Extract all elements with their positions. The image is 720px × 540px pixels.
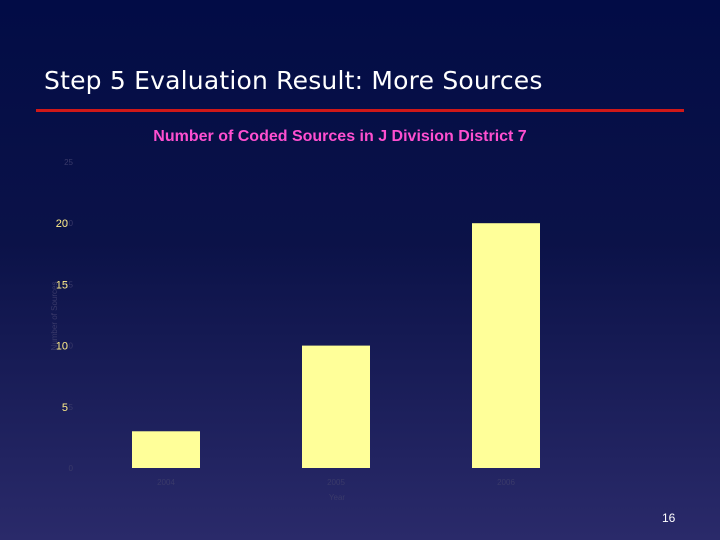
y-tick-label: 10 bbox=[64, 342, 73, 351]
y-tick-label: 20 bbox=[64, 219, 73, 228]
y-axis-ticks: 0 5 10 15 20 25 bbox=[64, 158, 73, 473]
x-tick-label: 2004 bbox=[157, 478, 175, 487]
x-axis-label: Year bbox=[329, 493, 346, 502]
bar-2005 bbox=[302, 345, 370, 468]
y-tick-label-emphasized: 15 bbox=[56, 279, 68, 291]
y-axis-label: Number of Sources bbox=[50, 282, 59, 351]
y-tick-label-emphasized: 20 bbox=[56, 218, 68, 230]
title-divider bbox=[36, 109, 684, 112]
y-tick-label: 25 bbox=[64, 158, 73, 167]
y-tick-label: 5 bbox=[69, 403, 74, 412]
y-tick-label-emphasized: 10 bbox=[56, 341, 68, 353]
bar-2006 bbox=[472, 223, 540, 468]
x-tick-label: 2005 bbox=[327, 478, 345, 487]
y-tick-label: 15 bbox=[64, 280, 73, 289]
bar-2004 bbox=[132, 431, 200, 468]
slide-title: Step 5 Evaluation Result: More Sources bbox=[44, 66, 543, 95]
y-axis-emphasized-ticks: 20 15 10 5 bbox=[56, 218, 68, 414]
bars bbox=[132, 223, 540, 468]
x-axis-ticks: 2004 2005 2006 bbox=[157, 478, 515, 487]
x-tick-label: 2006 bbox=[497, 478, 515, 487]
y-tick-label-emphasized: 5 bbox=[62, 402, 68, 414]
y-tick-label: 0 bbox=[69, 464, 74, 473]
slide-number: 16 bbox=[662, 511, 676, 525]
chart-title: Number of Coded Sources in J Division Di… bbox=[153, 128, 527, 145]
